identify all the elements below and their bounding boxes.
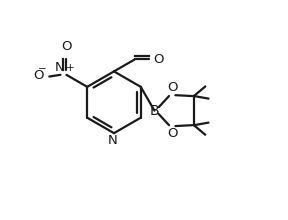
Text: N: N (107, 134, 117, 147)
Text: O: O (153, 53, 163, 66)
Text: O: O (61, 40, 72, 53)
Text: O: O (33, 69, 43, 82)
Text: N: N (55, 61, 65, 74)
Text: +: + (67, 63, 75, 73)
Text: −: − (38, 64, 47, 74)
Text: O: O (167, 81, 178, 94)
Text: O: O (167, 127, 178, 140)
Text: B: B (150, 104, 159, 118)
